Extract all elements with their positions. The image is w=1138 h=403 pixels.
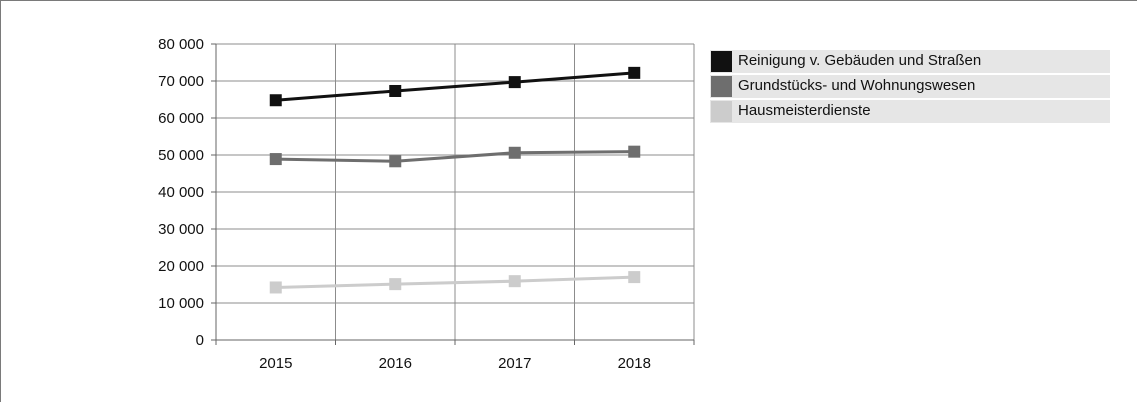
y-tick-label: 80 000	[158, 36, 204, 53]
series-line	[275, 71, 635, 102]
legend-swatch	[711, 76, 732, 97]
x-tick-label: 2018	[618, 355, 651, 372]
series-group	[269, 66, 641, 294]
x-tick-label: 2017	[498, 355, 531, 372]
series-line	[275, 150, 635, 163]
data-point	[389, 84, 402, 97]
data-point	[628, 66, 641, 79]
y-tick-label: 60 000	[158, 110, 204, 127]
y-tick-label: 30 000	[158, 221, 204, 238]
y-tick-label: 0	[196, 332, 204, 349]
legend-label: Reinigung v. Gebäuden und Straßen	[738, 52, 982, 69]
data-point	[389, 155, 402, 168]
y-tick-label: 20 000	[158, 258, 204, 275]
x-tick-label: 2015	[259, 355, 292, 372]
data-point	[269, 281, 282, 294]
legend-item: Grundstücks- und Wohnungswesen	[710, 75, 1110, 98]
legend-item: Reinigung v. Gebäuden und Straßen	[710, 50, 1110, 73]
y-tick-label: 40 000	[158, 184, 204, 201]
y-tick-label: 50 000	[158, 147, 204, 164]
legend-swatch	[711, 101, 732, 122]
line-chart: 0 10 000 20 000 30 000 40 000 50 000 60 000 70 …	[158, 36, 695, 372]
grid	[216, 43, 695, 340]
legend-swatch	[711, 51, 732, 72]
data-point	[389, 278, 402, 291]
y-tick-label: 10 000	[158, 295, 204, 312]
series-0	[269, 66, 641, 107]
x-tick-label: 2016	[379, 355, 412, 372]
series-line	[275, 275, 635, 289]
y-axis-ticks: 0 10 000 20 000 30 000 40 000 50 000 60 000 70 …	[158, 36, 216, 349]
legend-label: Grundstücks- und Wohnungswesen	[738, 77, 976, 94]
series-1	[269, 145, 641, 168]
legend-label: Hausmeisterdienste	[738, 102, 871, 119]
data-point	[508, 146, 521, 159]
data-point	[269, 94, 282, 107]
legend-item: Hausmeisterdienste	[710, 100, 1110, 123]
legend: Reinigung v. Gebäuden und Straßen Grunds…	[710, 50, 1110, 125]
x-axis-ticks: 2015 2016 2017 2018	[215, 340, 695, 372]
data-point	[508, 275, 521, 288]
data-point	[628, 145, 641, 158]
y-tick-label: 70 000	[158, 73, 204, 90]
data-point	[628, 271, 641, 284]
series-2	[269, 271, 641, 294]
data-point	[508, 76, 521, 89]
data-point	[269, 153, 282, 166]
